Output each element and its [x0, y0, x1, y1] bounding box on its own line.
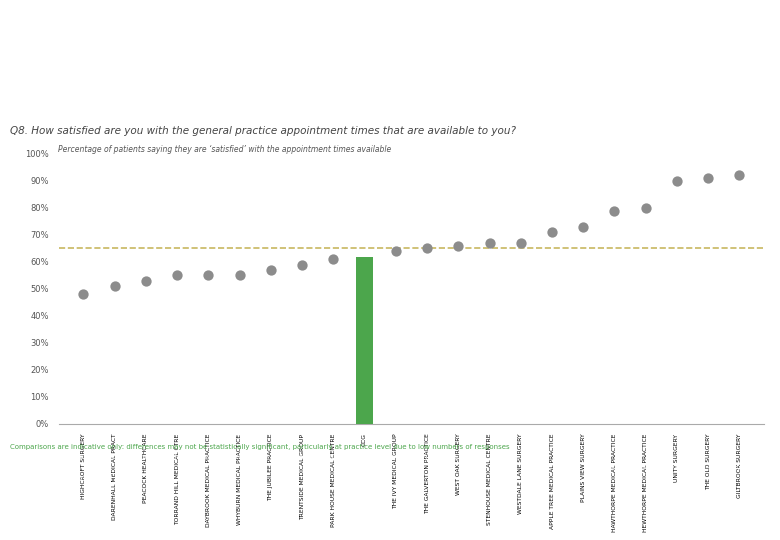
Text: Q8. How satisfied are you with the general practice appointment times that are a: Q8. How satisfied are you with the gener…: [10, 126, 516, 136]
Point: [389, 247, 402, 255]
Point: [202, 271, 215, 280]
Point: [296, 260, 308, 269]
Point: [421, 244, 434, 253]
Text: Comparisons are indicative only: differences may not be statistically significan: Comparisons are indicative only: differe…: [10, 444, 510, 450]
Point: [77, 290, 90, 299]
Point: [108, 282, 121, 291]
Point: [327, 255, 339, 264]
Bar: [356, 256, 373, 424]
Point: [264, 266, 277, 274]
Point: [171, 271, 183, 280]
Text: i: i: [722, 506, 729, 525]
Text: %Satisfied = %Very satisfied + %Fairly satisfied: %Satisfied = %Very satisfied + %Fairly s…: [604, 464, 772, 471]
Point: [577, 222, 590, 231]
Point: [515, 239, 527, 247]
Text: Base: All those completing a questionnaire excluding ‘I’m not sure when I can ge: Base: All those completing a questionnai…: [10, 454, 477, 460]
Point: [233, 271, 246, 280]
Point: [452, 241, 465, 250]
Text: Satisfaction with appointment times:: Satisfaction with appointment times:: [10, 24, 387, 42]
Point: [733, 171, 746, 180]
Text: Practice bases range from 69 to 121: Practice bases range from 69 to 121: [10, 475, 137, 481]
Text: how the CCG’s practices compare: how the CCG’s practices compare: [10, 64, 349, 82]
Point: [702, 174, 714, 183]
Legend: Practices, CCG, National average: Practices, CCG, National average: [535, 154, 705, 163]
Text: 40: 40: [381, 509, 399, 523]
Point: [140, 276, 152, 285]
Point: [608, 206, 621, 215]
Text: Ipsos MORI: Ipsos MORI: [10, 500, 67, 509]
Point: [484, 239, 496, 247]
Text: © Ipsos MORI   17-043177-09 Version 1 | Public: © Ipsos MORI 17-043177-09 Version 1 | Pu…: [10, 530, 159, 536]
Point: [640, 204, 652, 212]
Text: Social Research Institute: Social Research Institute: [10, 516, 99, 522]
Point: [671, 177, 683, 185]
Point: [546, 228, 558, 237]
Text: Percentage of patients saying they are ‘satisfied’ with the appointment times av: Percentage of patients saying they are ‘…: [58, 145, 392, 154]
